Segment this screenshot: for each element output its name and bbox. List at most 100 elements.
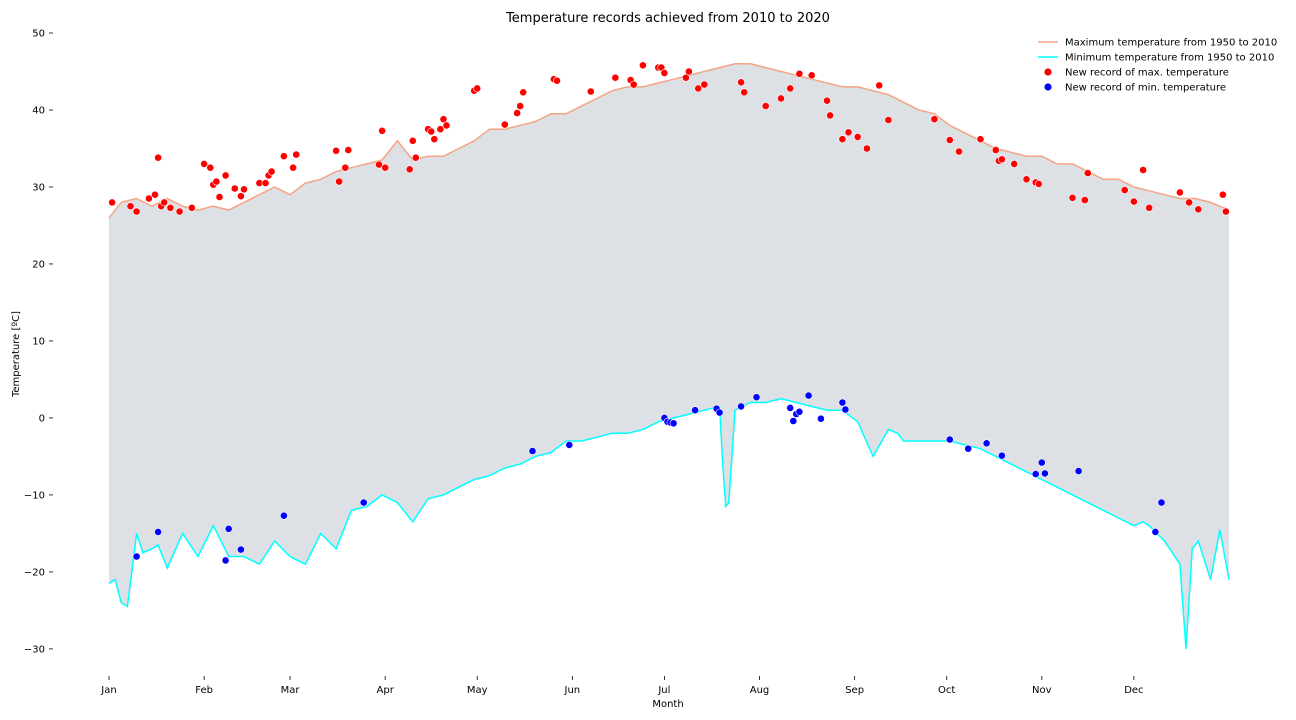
x-tick-label: Dec: [1124, 685, 1143, 696]
max-record-point: [1080, 196, 1089, 204]
max-record-point: [151, 190, 159, 199]
max-record-point: [267, 167, 276, 176]
max-record-point: [154, 153, 162, 162]
max-record-point: [378, 126, 386, 135]
min-record-point: [1031, 470, 1040, 478]
x-tick-label: Sep: [845, 685, 864, 696]
max-record-point: [740, 88, 749, 97]
min-record-point: [715, 408, 724, 417]
max-record-point: [553, 76, 561, 85]
max-record-point: [408, 136, 417, 145]
max-record-points: [108, 61, 1230, 216]
x-tick-label: Feb: [195, 685, 213, 696]
max-record-point: [1145, 203, 1154, 212]
max-record-point: [976, 135, 985, 144]
min-record-point: [1074, 467, 1083, 475]
max-record-point: [777, 94, 785, 103]
min-record-point: [279, 511, 288, 520]
min-record-point: [1041, 469, 1049, 478]
max-record-point: [786, 84, 795, 93]
y-tick-label: 40: [32, 105, 45, 116]
max-record-point: [1034, 179, 1043, 188]
min-record-point: [945, 435, 954, 444]
max-record-point: [875, 81, 884, 90]
max-record-point: [292, 150, 301, 159]
max-record-point: [629, 80, 638, 89]
max-record-point: [473, 84, 482, 93]
max-record-point: [700, 80, 709, 89]
y-axis-label: Temperature [ºC]: [11, 311, 22, 398]
max-record-point: [221, 171, 230, 180]
max-record-point: [411, 153, 420, 162]
x-axis: Jan Feb Mar Apr May Jun Jul Aug Sep Oct Nov Dec: [100, 676, 1144, 696]
min-record-point: [1151, 528, 1160, 536]
min-record-point: [565, 440, 574, 449]
legend-entry: New record of min. temperature: [1065, 83, 1226, 94]
max-record-point: [1068, 193, 1077, 202]
min-record-point: [669, 419, 678, 428]
min-record-point: [752, 393, 761, 402]
max-record-point: [884, 116, 893, 124]
max-record-point: [685, 67, 693, 76]
min-record-point: [838, 398, 847, 407]
max-record-point: [160, 198, 169, 207]
max-record-point: [516, 102, 525, 110]
max-record-point: [108, 198, 116, 207]
max-record-point: [1130, 197, 1138, 206]
min-record-point: [795, 407, 804, 416]
max-record-point: [1120, 186, 1129, 194]
max-record-point: [166, 203, 175, 212]
max-record-point: [586, 87, 595, 96]
max-record-point: [279, 152, 288, 161]
y-tick-label: 50: [32, 29, 45, 40]
max-record-point: [639, 61, 647, 70]
legend-marker-swatch: [1044, 68, 1052, 76]
legend-entry: New record of max. temperature: [1065, 68, 1229, 79]
max-record-point: [375, 160, 383, 169]
min-record-point: [982, 439, 991, 448]
min-record-points: [132, 391, 1166, 565]
max-record-point: [1194, 205, 1203, 214]
max-record-point: [838, 135, 847, 144]
max-record-point: [863, 144, 871, 153]
max-record-point: [439, 115, 448, 124]
max-record-point: [132, 207, 141, 216]
max-record-point: [344, 146, 353, 154]
max-record-point: [737, 78, 745, 87]
x-tick-label: Jan: [100, 685, 116, 696]
max-record-point: [1222, 207, 1230, 216]
min-record-point: [236, 545, 245, 554]
min-record-point: [154, 528, 162, 536]
min-record-point: [786, 403, 795, 412]
y-tick-label: 0: [39, 413, 45, 424]
max-record-point: [945, 136, 954, 144]
x-tick-label: Jun: [564, 685, 581, 696]
max-record-point: [682, 73, 690, 82]
max-record-point: [126, 202, 135, 211]
max-record-point: [991, 146, 1000, 154]
x-tick-label: Mar: [281, 685, 301, 696]
max-record-point: [206, 163, 215, 172]
x-axis-label: Month: [652, 699, 683, 710]
max-record-point: [1010, 159, 1019, 168]
max-record-point: [1176, 188, 1184, 197]
y-axis: −30 −20 −10 0 10 20 30 40 50: [24, 29, 53, 655]
min-record-point: [1037, 458, 1046, 467]
legend-marker-swatch: [1044, 83, 1052, 91]
max-record-point: [341, 163, 350, 172]
y-tick-label: 20: [32, 259, 45, 270]
x-tick-label: Apr: [377, 685, 395, 696]
y-tick-label: −30: [24, 644, 45, 655]
legend-entry: Maximum temperature from 1950 to 2010: [1065, 38, 1277, 49]
y-tick-label: −20: [24, 567, 45, 578]
y-tick-label: −10: [24, 490, 45, 501]
legend-entry: Minimum temperature from 1950 to 2010: [1065, 53, 1274, 64]
max-record-point: [427, 127, 436, 136]
max-record-point: [660, 69, 669, 77]
min-record-point: [224, 524, 233, 533]
min-record-point: [804, 391, 813, 400]
max-record-point: [853, 132, 862, 141]
y-tick-label: 30: [32, 182, 45, 193]
max-record-point: [442, 121, 451, 130]
min-record-point: [359, 498, 368, 507]
